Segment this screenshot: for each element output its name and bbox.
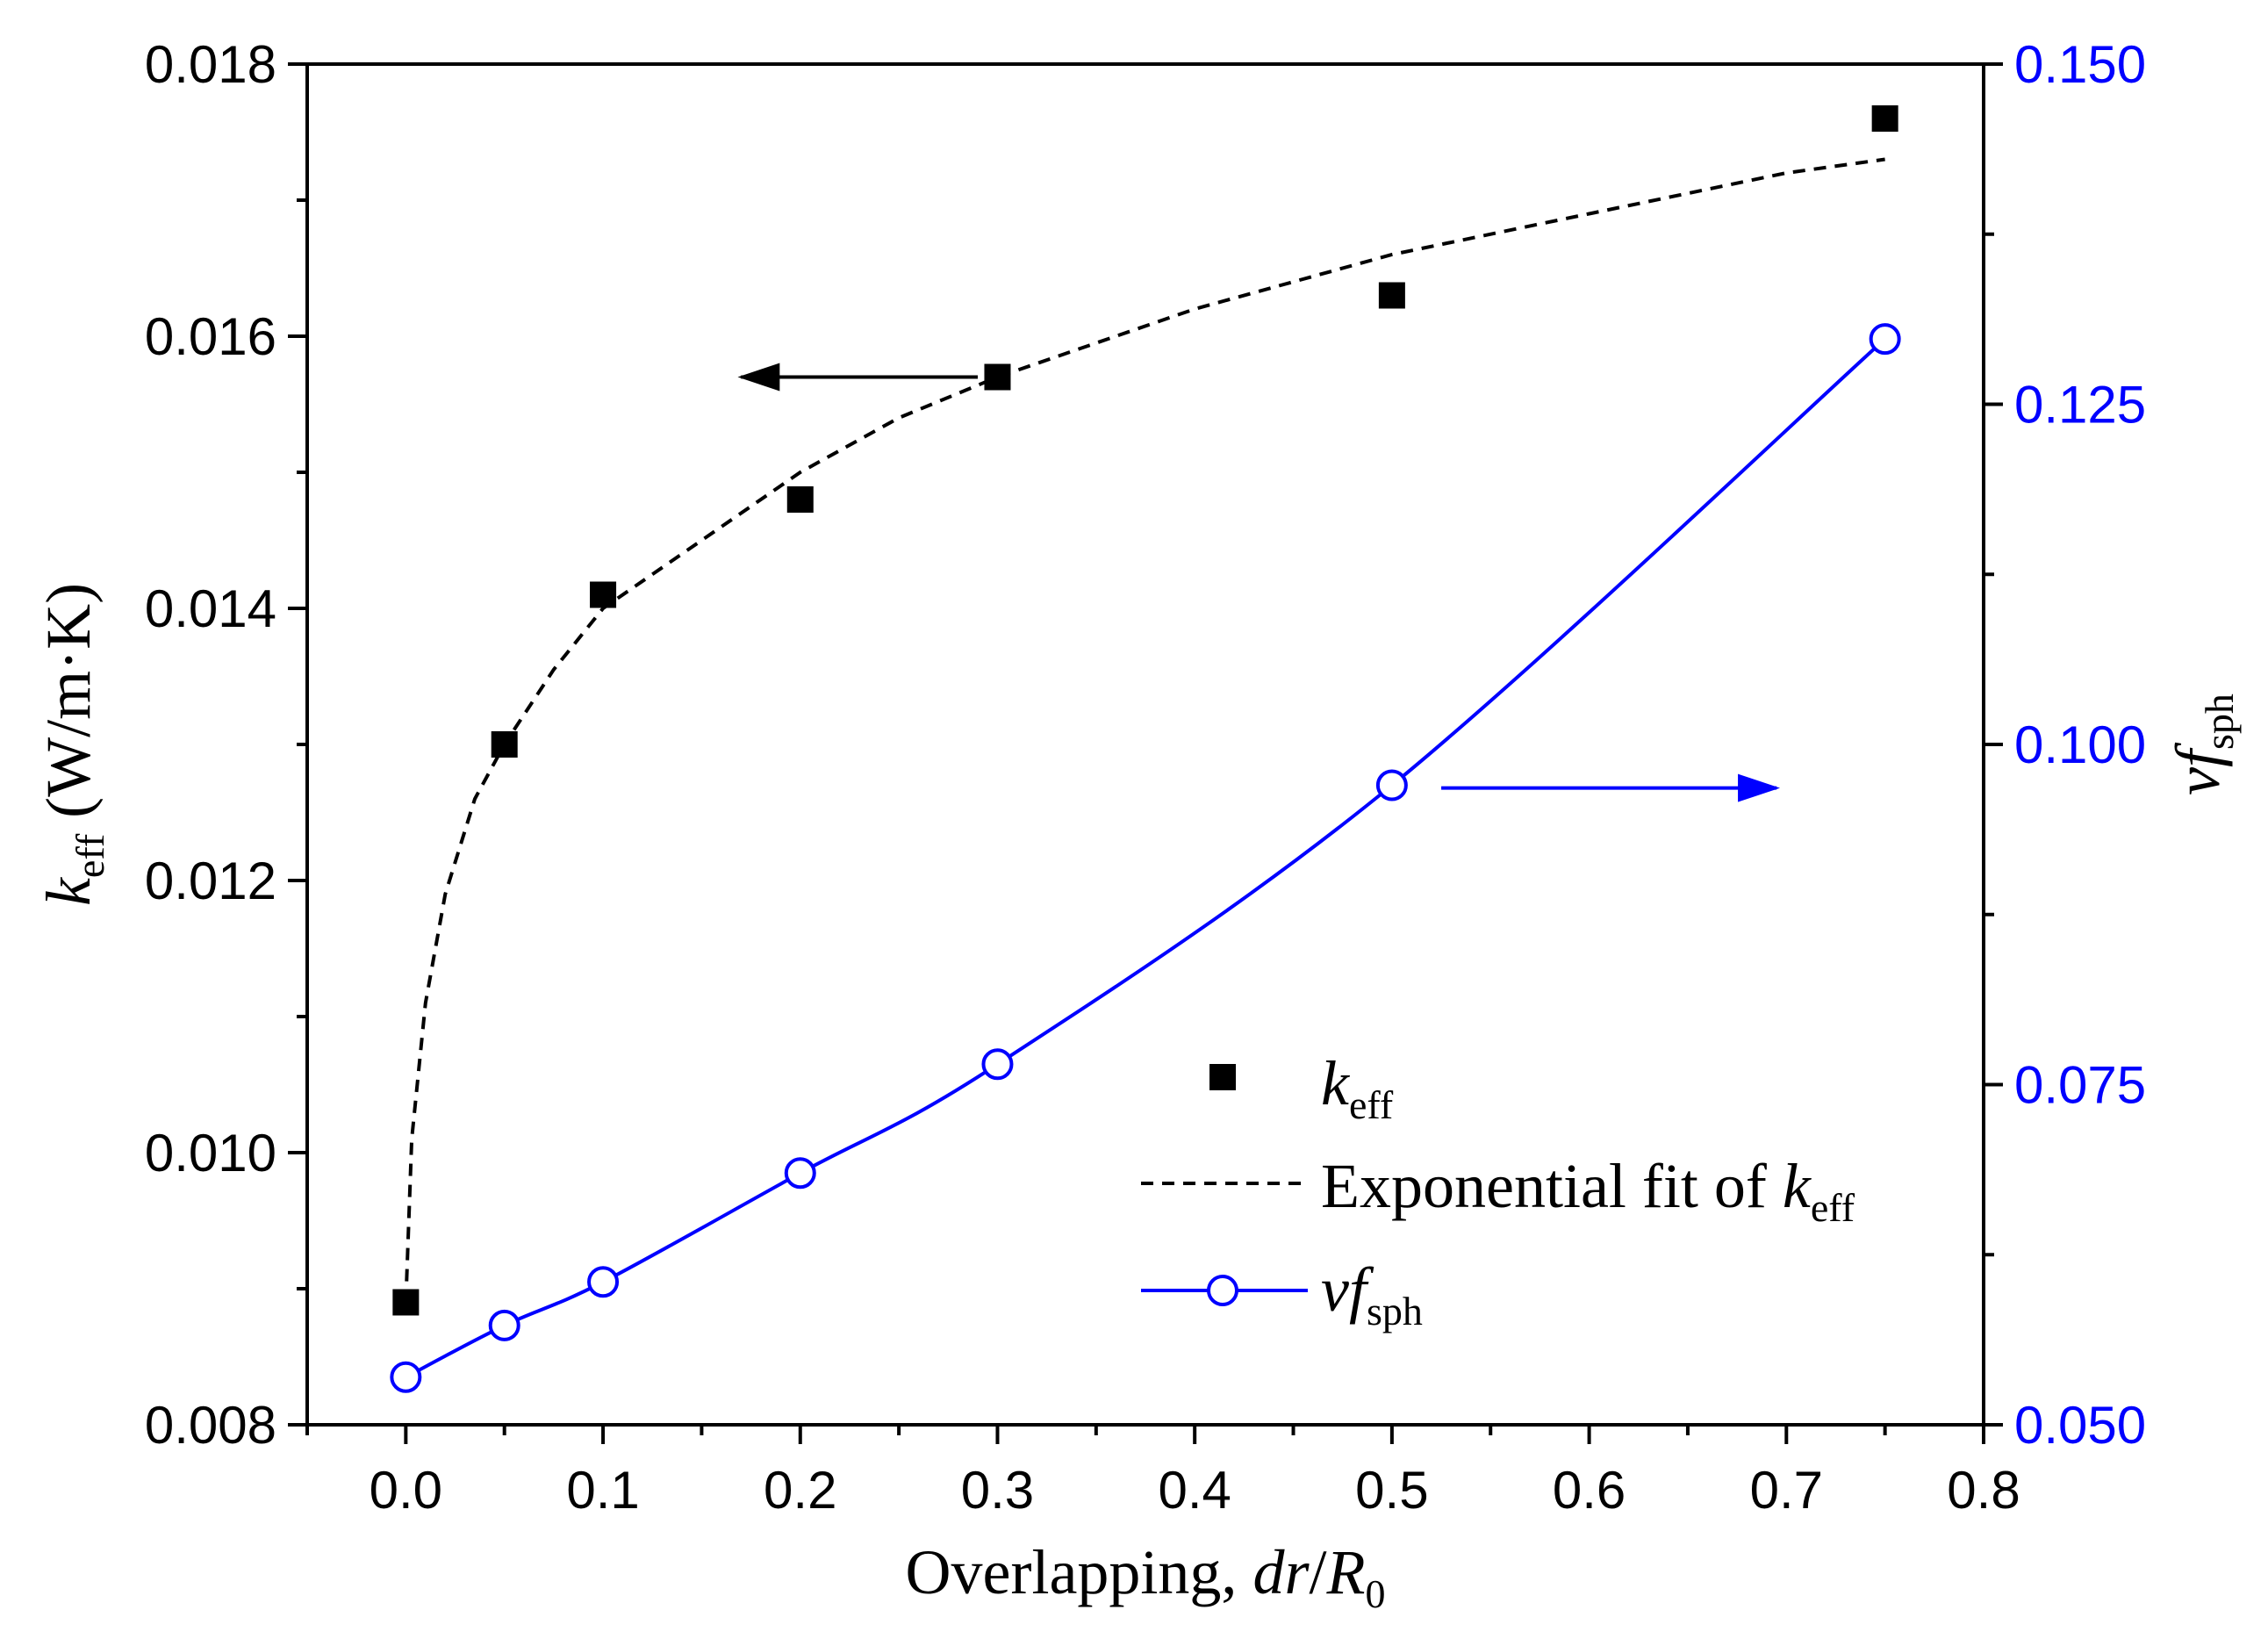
legend-vf-vf: vf [1321,1254,1374,1325]
y-left-tick-label: 0.010 [145,1124,276,1182]
y-left-tick-label: 0.012 [145,852,276,910]
legend-keff-marker [1209,1064,1236,1090]
legend-keff-sub: eff [1349,1082,1394,1127]
x-tick-label: 0.6 [1553,1461,1626,1520]
vfsph-point [390,1361,422,1393]
x-title-dr: dr [1252,1537,1310,1607]
x-title-slash: / [1309,1537,1326,1607]
vfsph-point [784,1157,816,1190]
keff-point [590,581,617,608]
legend-fit-prefix: Exponential fit of [1321,1151,1783,1221]
x-title-sub: 0 [1365,1571,1385,1616]
x-tick-label: 0.1 [566,1461,639,1520]
y-left-axis-title: keff (W/m·K) [33,583,112,906]
exp-fit-line [404,157,1885,1303]
y-left-title-sub: eff [68,833,112,878]
x-tick-label: 0.7 [1750,1461,1823,1520]
vfsph-point [1869,323,1901,356]
vfsph-line [405,337,1886,1379]
x-tick-label: 0.2 [764,1461,836,1520]
x-tick-label: 0.5 [1355,1461,1428,1520]
y-right-tick-label: 0.125 [2014,376,2146,435]
y-left-title-rest: (W/m·K) [33,583,104,834]
y-left-tick-label: 0.018 [145,35,276,94]
legend-vf-sub: sph [1367,1289,1423,1333]
keff-point [1378,282,1405,309]
legend-vf-marker [1207,1275,1238,1306]
legend-fit-sub: eff [1811,1185,1855,1230]
legend-keff-k: k [1321,1048,1351,1118]
vfsph-point [981,1048,1014,1081]
y-left-title-k: k [33,876,104,906]
y-right-tick-label: 0.100 [2014,715,2146,774]
x-tick-label: 0.0 [370,1461,442,1520]
legend-fit-k: k [1783,1151,1812,1221]
x-title-R: R [1325,1537,1365,1607]
legend-keff-label: keff [1321,1048,1394,1127]
keff-point [984,363,1011,391]
legend-fit-label: Exponential fit of keff [1321,1151,1855,1230]
y-right-tick-label: 0.050 [2014,1396,2146,1455]
vfsph-point [587,1266,620,1298]
x-tick-label: 0.4 [1158,1461,1231,1520]
x-axis-title: Overlapping, dr/R0 [906,1537,1386,1616]
vfsph-point [1375,769,1408,801]
keff-point [491,731,518,758]
y-right-tick-label: 0.075 [2014,1056,2146,1115]
y-left-tick-label: 0.016 [145,307,276,366]
keff-point [1871,105,1898,132]
vfsph-point [488,1309,520,1341]
y-right-title-sub: sph [2197,694,2242,750]
y-left-tick-label: 0.014 [145,579,276,638]
legend-vf-label: vfsph [1321,1254,1423,1333]
y-left-tick-label: 0.008 [145,1396,276,1455]
x-tick-label: 0.3 [961,1461,1034,1520]
keff-point [392,1289,420,1316]
keff-point [786,486,814,513]
y-right-tick-label: 0.150 [2014,35,2146,94]
x-tick-label: 0.8 [1947,1461,2020,1520]
y-right-axis-title: vfsph [2163,694,2242,795]
x-title-prefix: Overlapping, [906,1537,1253,1607]
y-right-title-vf: vf [2163,742,2233,795]
